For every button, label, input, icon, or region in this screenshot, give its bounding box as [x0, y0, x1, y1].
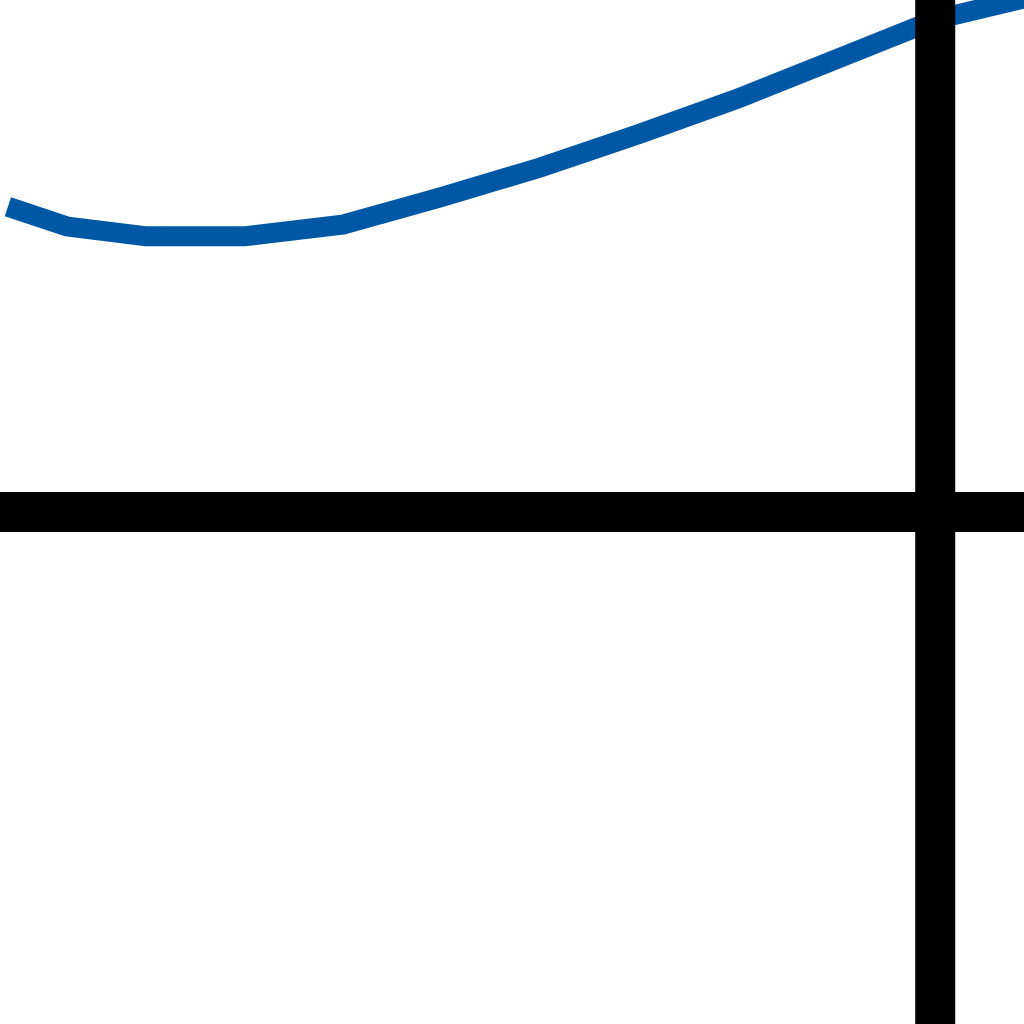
x-axis-line [0, 492, 1024, 532]
y-axis-line [915, 0, 956, 1024]
series-line-1 [4, 0, 1024, 247]
series-layer [4, 0, 1024, 247]
